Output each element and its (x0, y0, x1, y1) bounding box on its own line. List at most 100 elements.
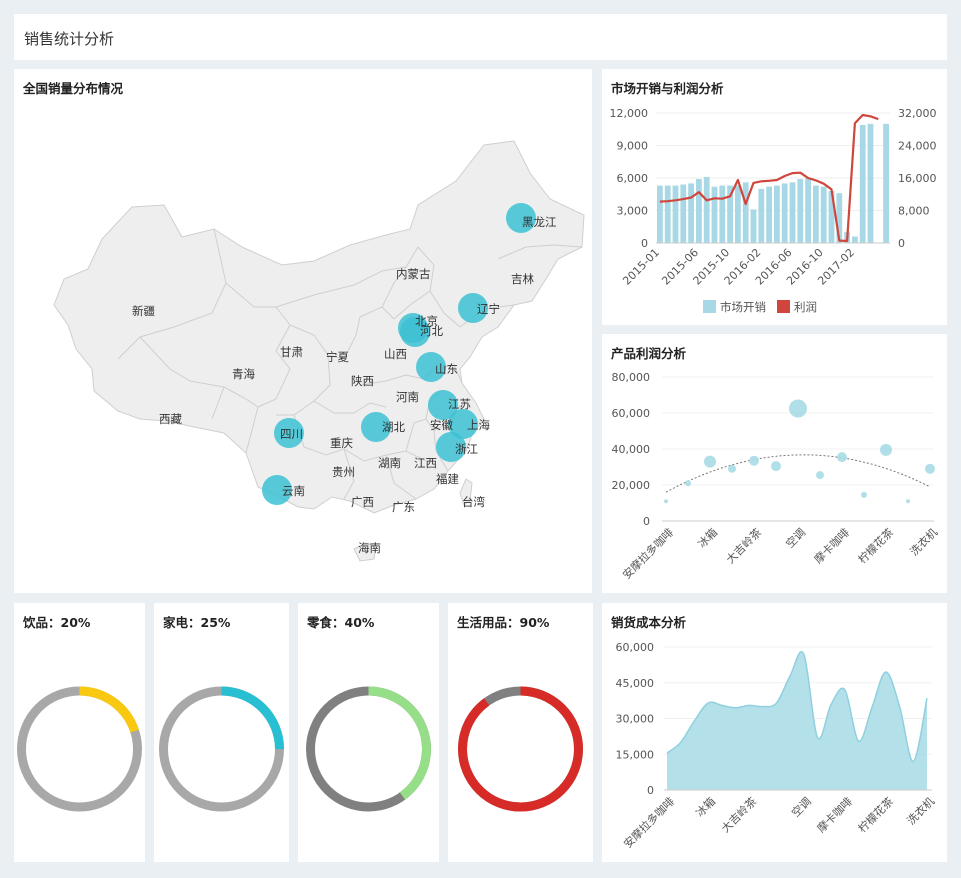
market-bar-12 (742, 182, 749, 243)
product-ytick-1: 60,000 (612, 407, 651, 420)
cost-xtick-3: 空调 (789, 794, 814, 819)
province-border-20 (393, 290, 431, 320)
map-bubble-2 (458, 293, 488, 323)
market-profit-line (659, 113, 879, 243)
province-label-25: 安徽 (430, 418, 453, 432)
province-label-12: 湖北 (382, 420, 405, 434)
province-label-16: 广西 (351, 495, 374, 509)
map-bubble-1 (506, 203, 536, 233)
product-trendline (665, 454, 931, 493)
market-bar-2 (664, 185, 671, 243)
province-label-7: 陕西 (351, 374, 374, 388)
cost-area (667, 651, 927, 790)
map-bubble-7 (448, 409, 478, 439)
donut-title-drinks: 饮品：20% (23, 615, 91, 630)
taiwan-island (459, 478, 473, 506)
page-title: 销售统计分析 (24, 30, 115, 48)
market-ytick-left-3: 3,000 (617, 205, 649, 218)
donut-panel-snacks: 零食：40% (298, 603, 439, 862)
product-xtick-6: 洗衣机 (907, 525, 940, 558)
market-bar-23 (828, 191, 835, 243)
product-point-11 (880, 443, 892, 456)
province-label-27: 河北 (420, 324, 443, 338)
donut-panel-drinks: 饮品：20% (14, 603, 145, 862)
province-label-24: 江苏 (448, 397, 471, 411)
market-ytick-right-3: 8,000 (898, 205, 930, 218)
market-bar-6 (696, 179, 702, 243)
market-bar-14 (758, 188, 765, 243)
market-bar-26 (852, 236, 858, 243)
market-ytick-right-4: 0 (898, 237, 905, 250)
donut-chart-daily (458, 686, 583, 812)
legend-label-profit: 利润 (794, 300, 817, 314)
product-point-5 (749, 455, 759, 466)
product-xtick-5: 柠檬花茶 (855, 525, 896, 566)
cost-chart: 60,000 45,000 30,000 15,000 0安摩拉多咖啡 冰箱 大吉岭茶 空调摩… (616, 641, 938, 851)
product-ytick-2: 40,000 (612, 443, 651, 456)
cost-line (666, 651, 928, 763)
province-label-2: 西藏 (159, 412, 182, 426)
donut-title-daily: 生活用品：90% (457, 615, 550, 630)
hainan-island (353, 542, 377, 562)
product-point-7 (789, 399, 807, 418)
cost-xtick-2: 大吉岭茶 (718, 794, 759, 835)
province-label-13: 湖南 (378, 456, 401, 470)
donut-value-arc (306, 686, 431, 812)
market-title: 市场开销与利润分析 (611, 81, 724, 96)
market-bar-21 (813, 185, 819, 243)
product-xtick-1: 冰箱 (695, 525, 720, 550)
map-bubble-11 (262, 475, 292, 505)
product-chart: 80,000 60,000 40,000 20,000 0安摩拉多咖啡 冰箱 大吉岭茶 空调摩… (612, 371, 941, 582)
market-bar-22 (820, 186, 827, 243)
product-xtick-0: 安摩拉多咖啡 (620, 525, 677, 582)
donut-value-arc (159, 686, 284, 812)
cost-xtick-5: 柠檬花茶 (855, 794, 896, 835)
map-bubble-4 (400, 317, 430, 347)
donut-panel-appliances: 家电：25% (154, 603, 289, 862)
donut-value-arc (17, 686, 142, 812)
market-bar-3 (672, 185, 679, 243)
market-bar-16 (774, 185, 780, 243)
donut-title-snacks: 零食：40% (307, 615, 375, 630)
donut-title-appliances: 家电：25% (163, 615, 231, 630)
market-bar-9 (719, 185, 726, 243)
product-point-2 (685, 480, 691, 487)
china-outline (53, 140, 585, 514)
province-label-6: 宁夏 (326, 350, 349, 364)
province-border-3 (211, 386, 225, 420)
map-bubble-8 (436, 432, 466, 462)
product-panel: 产品利润分析 80,000 60,000 40,000 20,000 0 安摩拉多咖啡 冰箱… (602, 334, 947, 593)
donut-value-arc (458, 686, 583, 812)
province-label-11: 重庆 (330, 436, 353, 450)
product-ytick-3: 20,000 (612, 479, 651, 492)
market-bar-20 (805, 178, 811, 243)
product-point-13 (925, 463, 935, 474)
market-bar-18 (789, 182, 796, 243)
market-bar-15 (766, 186, 772, 243)
cost-ytick-3: 15,000 (616, 748, 655, 761)
cost-xtick-1: 冰箱 (693, 794, 718, 819)
province-border-0 (117, 228, 227, 360)
legend-label-spend: 市场开销 (720, 300, 766, 314)
cost-title: 销货成本分析 (611, 615, 687, 630)
map-bubble-5 (416, 352, 446, 382)
province-label-22: 浙江 (455, 442, 478, 456)
market-bar-28 (867, 123, 874, 243)
province-label-31: 黑龙江 (522, 215, 557, 229)
market-bar-24 (836, 193, 843, 243)
cost-ytick-2: 30,000 (616, 713, 655, 726)
province-border-22 (497, 244, 583, 260)
market-bar-1 (657, 185, 663, 243)
province-border-13 (343, 448, 355, 500)
product-point-3 (704, 455, 716, 468)
product-ytick-4: 0 (643, 515, 650, 528)
donut-chart-snacks (306, 686, 431, 812)
province-border-1 (225, 282, 291, 408)
province-border-6 (343, 306, 395, 360)
market-bar-19 (797, 179, 804, 243)
province-label-1: 新疆 (132, 304, 155, 318)
product-point-4 (728, 464, 736, 473)
market-ytick-left-4: 0 (641, 237, 648, 250)
map-bubble-6 (428, 390, 458, 420)
